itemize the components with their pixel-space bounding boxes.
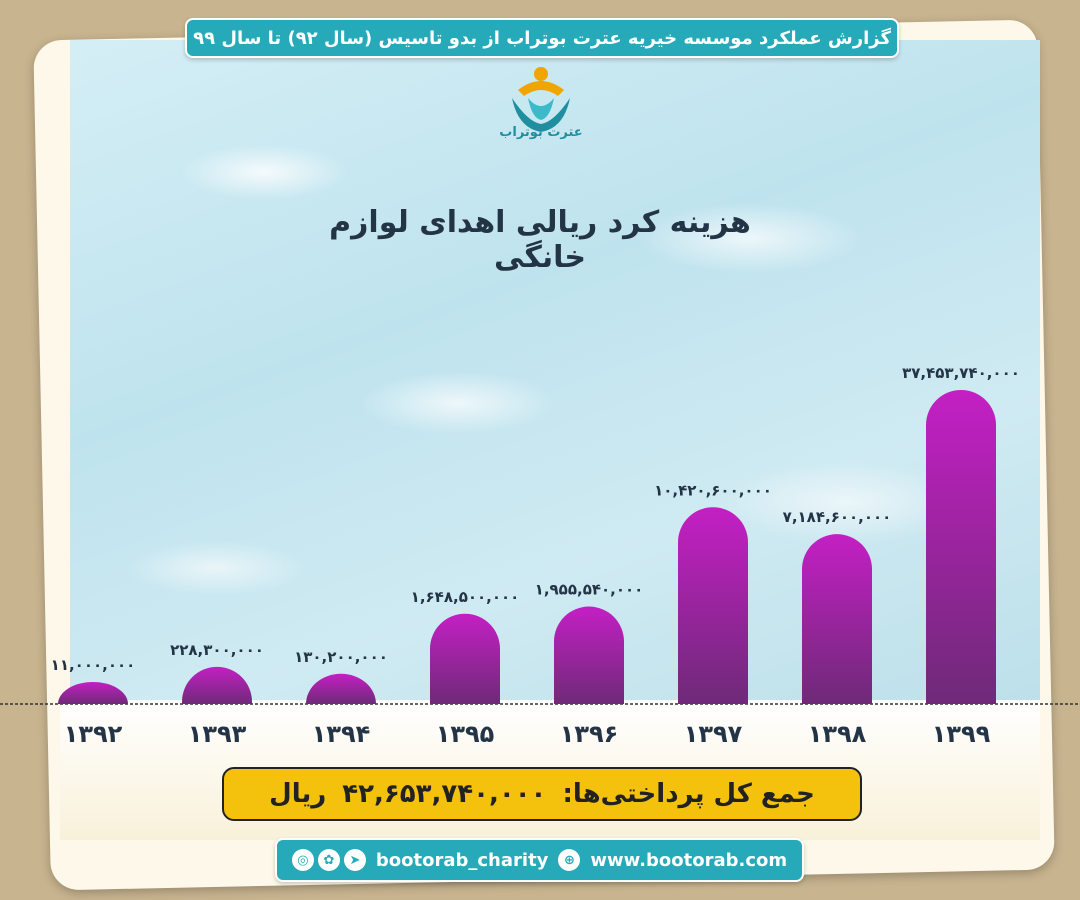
year-label-7: ۱۳۹۸: [808, 720, 867, 748]
year-label-6: ۱۳۹۷: [684, 720, 743, 748]
year-label-1: ۱۳۹۲: [64, 720, 123, 748]
water-background: [70, 40, 1040, 700]
value-label-7: ۷,۱۸۴,۶۰۰,۰۰۰: [783, 508, 892, 526]
bar-7: [802, 534, 872, 704]
bar-1: [58, 682, 128, 704]
year-label-8: ۱۳۹۹: [932, 720, 991, 748]
value-label-2: ۲۲۸,۳۰۰,۰۰۰: [170, 641, 264, 659]
total-payments-box: جمع کل پرداختی‌ها: ۴۲,۶۵۳,۷۴۰,۰۰۰ ریال: [222, 767, 862, 821]
total-label: جمع کل پرداختی‌ها:: [562, 779, 815, 809]
value-label-3: ۱۳۰,۲۰۰,۰۰۰: [294, 648, 388, 666]
bar-4: [430, 613, 500, 704]
value-label-8: ۳۷,۴۵۳,۷۴۰,۰۰۰: [902, 364, 1020, 382]
bar-6: [678, 507, 748, 704]
footer-bar: ◎ ✿ ➤ bootorab_charity ⊕ www.bootorab.co…: [275, 838, 804, 882]
value-label-4: ۱,۶۴۸,۵۰۰,۰۰۰: [411, 588, 520, 606]
bar-2: [182, 666, 252, 704]
globe-icon: ⊕: [558, 849, 581, 871]
social-icons: ◎ ✿ ➤: [291, 849, 366, 871]
total-value: ۴۲,۶۵۳,۷۴۰,۰۰۰: [342, 779, 547, 809]
aparat-icon[interactable]: ✿: [317, 849, 340, 871]
year-label-4: ۱۳۹۵: [436, 720, 495, 748]
instagram-icon[interactable]: ◎: [291, 849, 314, 871]
total-unit: ریال: [269, 779, 327, 809]
value-label-1: ۱۱,۰۰۰,۰۰۰: [51, 656, 136, 674]
report-banner: گزارش عملکرد موسسه خیریه عترت بوتراب از …: [185, 18, 899, 58]
value-label-6: ۱۰,۴۲۰,۶۰۰,۰۰۰: [654, 481, 772, 499]
bar-8: [926, 390, 996, 704]
bar-3: [306, 673, 376, 704]
website-link[interactable]: www.bootorab.com: [590, 849, 788, 871]
year-label-3: ۱۳۹۴: [312, 720, 371, 748]
chart-title: هزینه کرد ریالی اهدای لوازم خانگی: [329, 205, 751, 275]
bar-5: [554, 606, 624, 704]
charity-logo: [512, 67, 570, 132]
logo-text: عترت بوتراب: [499, 125, 583, 140]
instagram-handle[interactable]: bootorab_charity: [375, 849, 549, 871]
year-label-2: ۱۳۹۳: [188, 720, 247, 748]
value-label-5: ۱,۹۵۵,۵۴۰,۰۰۰: [535, 581, 644, 599]
telegram-icon[interactable]: ➤: [343, 849, 366, 871]
year-label-5: ۱۳۹۶: [560, 720, 619, 748]
